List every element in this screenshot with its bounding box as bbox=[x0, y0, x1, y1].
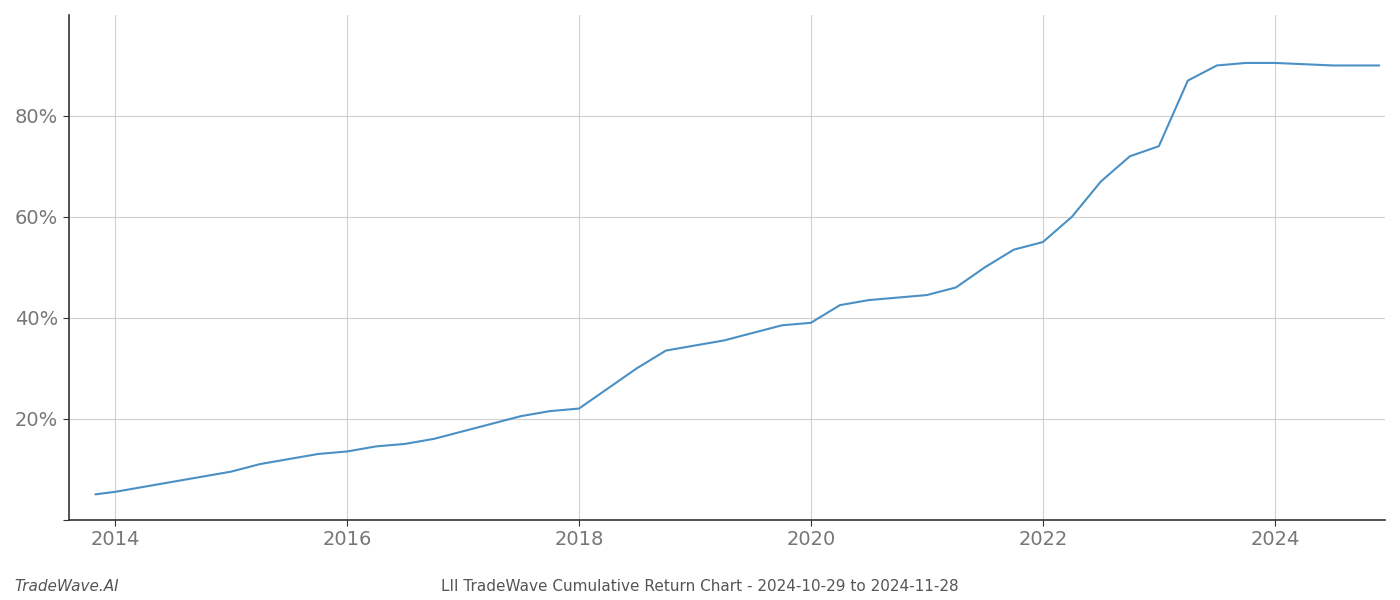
Text: LII TradeWave Cumulative Return Chart - 2024-10-29 to 2024-11-28: LII TradeWave Cumulative Return Chart - … bbox=[441, 579, 959, 594]
Text: TradeWave.AI: TradeWave.AI bbox=[14, 579, 119, 594]
